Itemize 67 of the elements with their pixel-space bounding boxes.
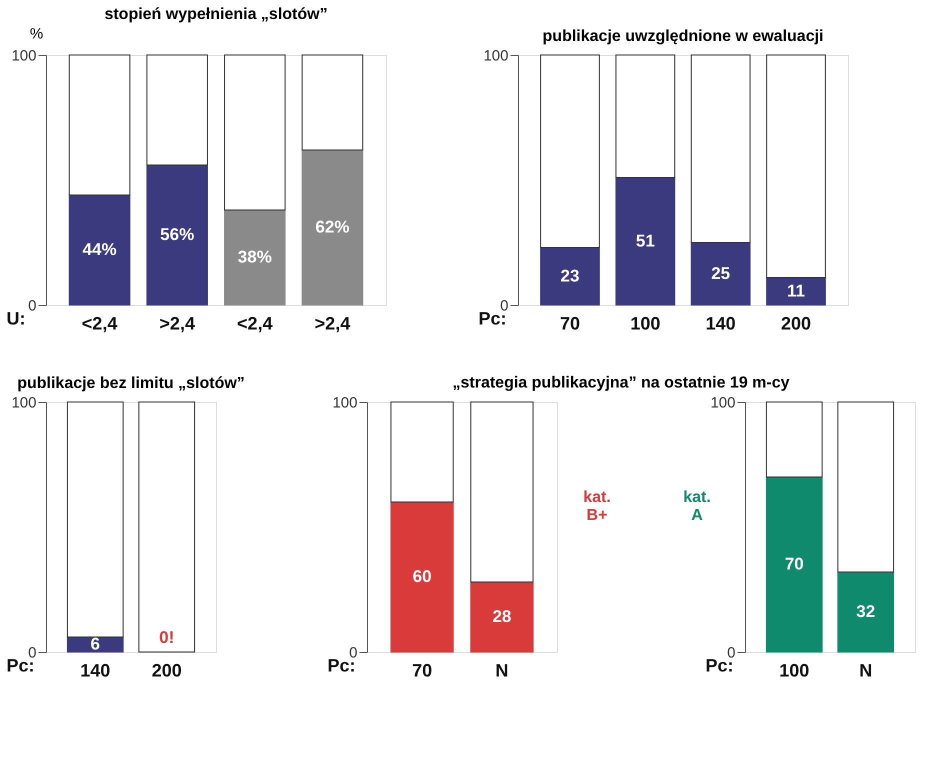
bar — [837, 402, 894, 572]
x-tick-label: <2,4 — [82, 314, 118, 334]
bar — [766, 476, 823, 652]
data-label: 56% — [160, 225, 194, 244]
bar — [390, 502, 454, 652]
data-label: 70 — [784, 554, 804, 574]
bar — [68, 194, 130, 306]
data-label: 6 — [90, 634, 100, 654]
y-tick-label: 0 — [500, 298, 508, 314]
data-label: 51 — [636, 231, 655, 250]
x-tick-label: >2,4 — [159, 314, 195, 334]
text: kat. A — [683, 489, 711, 524]
bar — [690, 54, 751, 243]
y-tick-label: 0 — [349, 644, 358, 662]
bar — [540, 247, 600, 306]
x-tick-label: 100 — [630, 314, 660, 334]
chart-title: stopień wypełnienia „slotów” — [104, 6, 328, 23]
data-label: 25 — [711, 264, 730, 283]
chart-title: publikacje uwzględnione w ewaluacji — [542, 28, 824, 45]
bar — [766, 277, 826, 306]
bar — [615, 54, 676, 178]
bar — [146, 164, 208, 306]
bar — [224, 210, 286, 306]
bar — [766, 402, 823, 478]
x-tick-label: 140 — [80, 660, 110, 680]
bar — [837, 572, 894, 652]
x-tick-label: 70 — [412, 660, 432, 680]
bar — [302, 54, 364, 150]
data-label: 32 — [856, 602, 876, 621]
bar — [690, 242, 751, 306]
data-label: 60 — [412, 567, 432, 586]
x-axis-title: U: — [6, 308, 26, 328]
data-label: 38% — [238, 248, 272, 266]
bar — [68, 54, 130, 196]
x-tick-label: N — [495, 660, 508, 680]
text: kat. B+ — [583, 489, 611, 524]
y-tick-label: 100 — [11, 48, 36, 64]
bar — [766, 54, 826, 278]
text: „strategia publikacyjna” na ostatnie 19 m-cy — [452, 374, 790, 392]
y-tick-label: 0 — [28, 298, 36, 314]
y-axis-title: % — [30, 26, 44, 42]
y-tick-label: 0 — [727, 644, 736, 662]
bar — [302, 150, 364, 306]
bar — [540, 54, 600, 248]
x-tick-label: >2,4 — [314, 314, 350, 334]
x-tick-label: 100 — [779, 660, 810, 680]
bar — [146, 54, 208, 166]
x-tick-label: 140 — [706, 314, 736, 334]
bar — [615, 177, 676, 306]
x-tick-label: 200 — [152, 660, 182, 680]
bar — [470, 402, 534, 582]
x-tick-label: 70 — [560, 314, 580, 334]
data-label: 62% — [315, 218, 350, 236]
data-label: 44% — [82, 240, 117, 259]
y-tick-label: 0 — [28, 644, 36, 662]
bar — [390, 402, 454, 502]
data-label: 0! — [159, 628, 174, 647]
bar — [224, 54, 286, 210]
x-tick-label: 200 — [780, 314, 812, 334]
y-tick-label: 100 — [11, 394, 36, 412]
bar — [470, 582, 534, 652]
data-label: 28 — [492, 607, 512, 626]
data-label: 11 — [787, 281, 806, 300]
x-tick-label: N — [859, 660, 872, 680]
data-label: 23 — [560, 266, 580, 286]
chart-title: publikacje bez limitu „slotów” — [17, 375, 245, 392]
x-tick-label: <2,4 — [237, 314, 273, 334]
